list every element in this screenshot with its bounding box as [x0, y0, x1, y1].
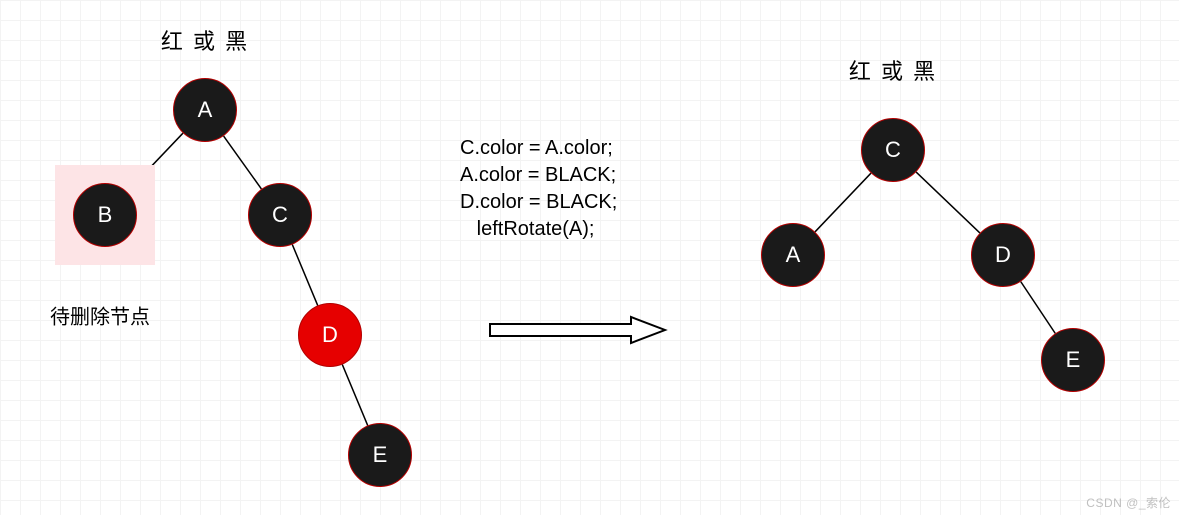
- left-tree-title: 红 或 黑: [161, 24, 249, 56]
- node-label: C: [885, 137, 901, 163]
- watermark: CSDN @_索伦: [1086, 494, 1171, 511]
- node-label: B: [98, 202, 113, 228]
- transform-arrow-icon: [490, 317, 665, 343]
- node-label: A: [198, 97, 213, 123]
- right-node-C: C: [861, 118, 925, 182]
- left-node-C: C: [248, 183, 312, 247]
- delete-caption: 待删除节点: [50, 301, 150, 330]
- node-label: E: [373, 442, 388, 468]
- node-label: A: [786, 242, 801, 268]
- left-node-D: D: [298, 303, 362, 367]
- left-node-A: A: [173, 78, 237, 142]
- right-node-E: E: [1041, 328, 1105, 392]
- diagram-canvas: 红 或 黑 A B C D E 待删除节点 C.color = A.color;…: [0, 0, 1179, 515]
- left-node-B: B: [73, 183, 137, 247]
- node-label: D: [322, 322, 338, 348]
- node-label: D: [995, 242, 1011, 268]
- right-tree-title: 红 或 黑: [849, 54, 937, 86]
- right-node-D: D: [971, 223, 1035, 287]
- node-label: C: [272, 202, 288, 228]
- left-node-E: E: [348, 423, 412, 487]
- right-node-A: A: [761, 223, 825, 287]
- node-label: E: [1066, 347, 1081, 373]
- operation-code: C.color = A.color; A.color = BLACK; D.co…: [460, 135, 617, 243]
